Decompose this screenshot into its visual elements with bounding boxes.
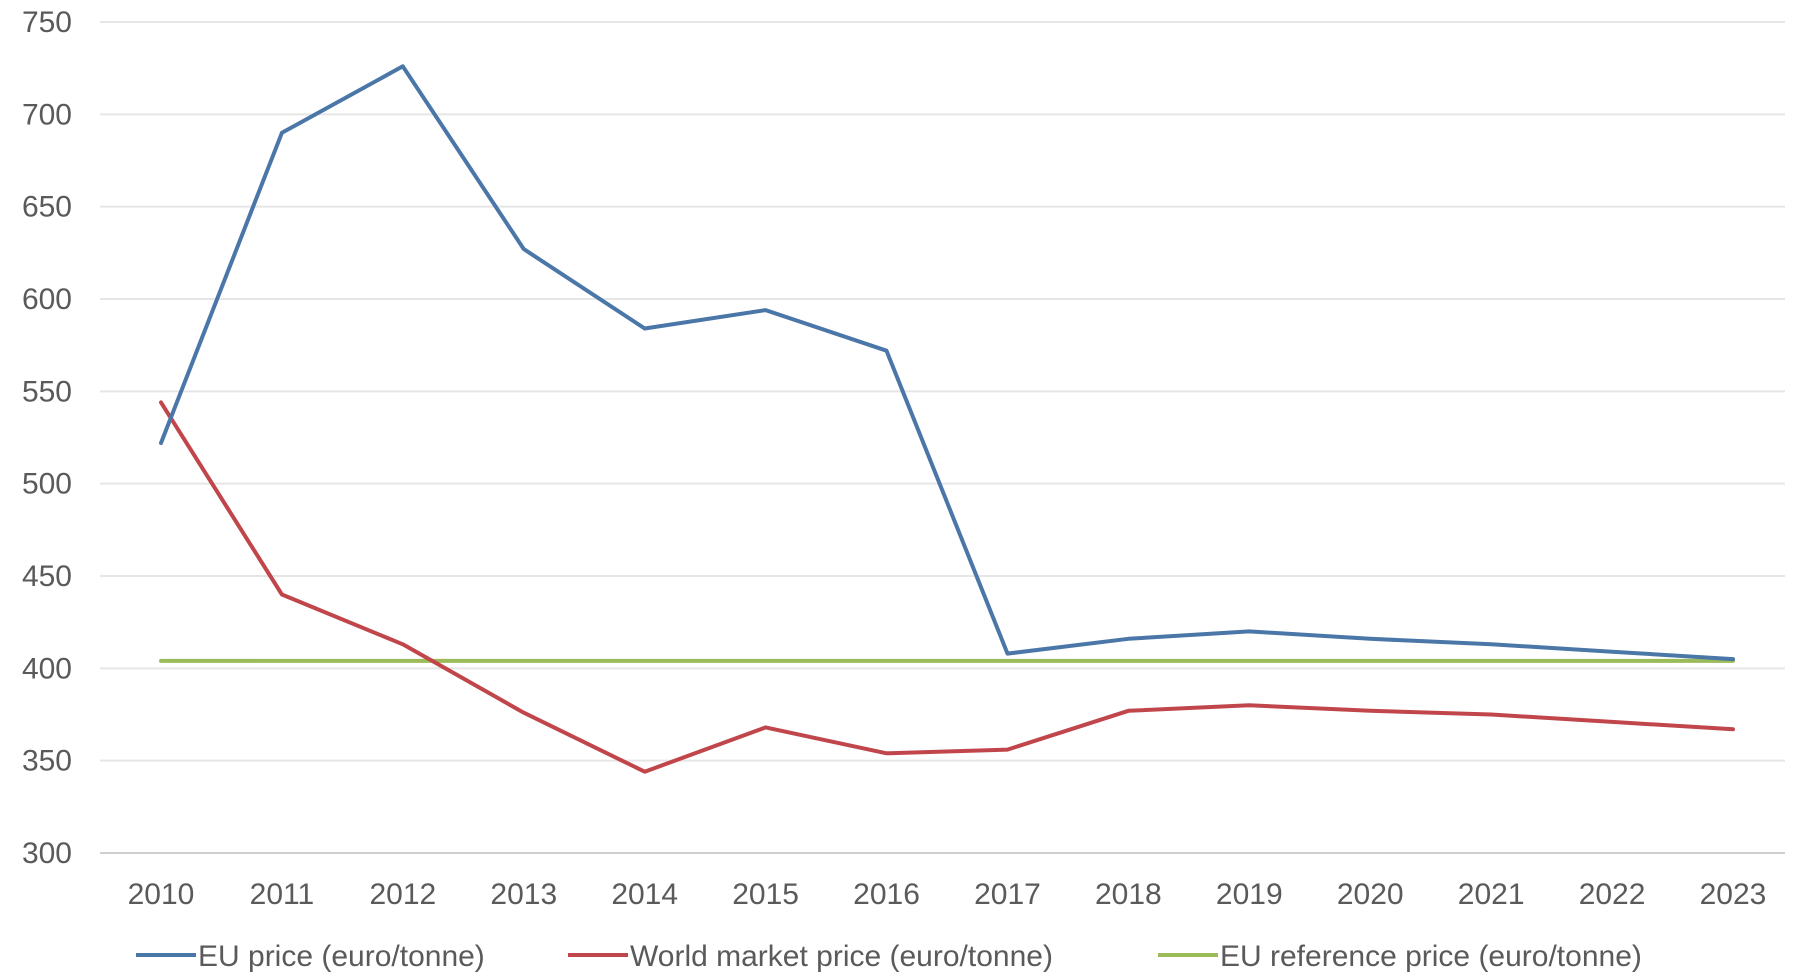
y-tick-label: 400	[22, 652, 72, 685]
x-tick-label: 2015	[732, 878, 799, 911]
x-tick-label: 2021	[1458, 878, 1525, 911]
legend-label: EU reference price (euro/tonne)	[1220, 940, 1642, 973]
x-tick-label: 2016	[853, 878, 920, 911]
series-lines	[159, 64, 1735, 774]
x-tick-label: 2012	[369, 878, 436, 911]
legend: EU price (euro/tonne) World market price …	[136, 940, 1642, 973]
x-tick-label: 2011	[250, 878, 315, 911]
y-tick-label: 300	[22, 837, 72, 870]
y-tick-label: 650	[22, 191, 72, 224]
x-tick-label: 2020	[1337, 878, 1404, 911]
y-tick-label: 500	[22, 468, 72, 501]
y-tick-label: 700	[22, 98, 72, 131]
gridlines	[100, 21, 1785, 854]
x-tick-label: 2019	[1216, 878, 1283, 911]
series-line-0	[159, 64, 1735, 662]
x-tick-label: 2022	[1579, 878, 1646, 911]
y-tick-label: 550	[22, 375, 72, 408]
x-tick-label: 2013	[490, 878, 557, 911]
y-tick-label: 350	[22, 745, 72, 778]
y-tick-label: 600	[22, 283, 72, 316]
x-tick-label: 2014	[611, 878, 678, 911]
series-line-1	[159, 400, 1735, 774]
x-tick-label: 2018	[1095, 878, 1162, 911]
y-tick-label: 450	[22, 560, 72, 593]
legend-label: World market price (euro/tonne)	[630, 940, 1053, 973]
x-tick-label: 2023	[1700, 878, 1767, 911]
x-tick-label: 2017	[974, 878, 1041, 911]
legend-label: EU price (euro/tonne)	[198, 940, 485, 973]
x-axis-ticks: 2010 2011 2012 2013 2014 2015 2016 2017 2018 2019…	[128, 878, 1767, 911]
x-tick-label: 2010	[128, 878, 195, 911]
y-tick-label: 750	[22, 6, 72, 39]
y-axis-ticks: 300 350 400 450 500 550 600 650 700 750	[22, 6, 72, 870]
